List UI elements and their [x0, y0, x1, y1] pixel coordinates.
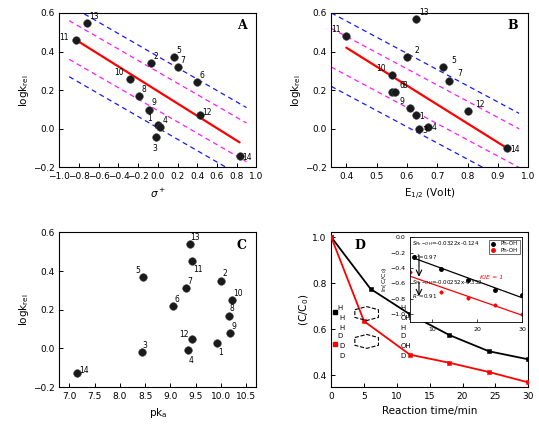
Text: 7: 7: [457, 69, 462, 78]
Y-axis label: (C/C$_0$): (C/C$_0$): [297, 294, 310, 326]
X-axis label: $\sigma^+$: $\sigma^+$: [150, 187, 165, 200]
Text: 3: 3: [153, 144, 157, 154]
Y-axis label: logk$_\mathrm{rel}$: logk$_\mathrm{rel}$: [289, 74, 303, 107]
Text: 1: 1: [419, 112, 424, 121]
Text: 12: 12: [179, 330, 189, 339]
Y-axis label: logk$_\mathrm{rel}$: logk$_\mathrm{rel}$: [17, 74, 31, 107]
Text: 6: 6: [399, 81, 404, 90]
Text: 11: 11: [331, 25, 340, 34]
Text: 8: 8: [230, 304, 234, 313]
Text: D: D: [338, 332, 343, 338]
Text: 5: 5: [176, 46, 181, 55]
Text: H: H: [338, 305, 343, 311]
Text: 9: 9: [399, 97, 404, 106]
Text: D: D: [355, 239, 365, 252]
Text: OH: OH: [400, 315, 411, 321]
Text: 4: 4: [189, 356, 194, 365]
Text: A: A: [237, 19, 246, 32]
Text: H: H: [340, 325, 345, 331]
Text: 11: 11: [60, 33, 69, 42]
Text: 11: 11: [193, 265, 203, 274]
Text: D: D: [400, 332, 405, 338]
Text: 1: 1: [218, 348, 223, 357]
Text: C: C: [237, 239, 246, 252]
Text: 13: 13: [89, 12, 99, 21]
Text: 3: 3: [422, 126, 427, 135]
Text: 10: 10: [233, 289, 243, 298]
Text: 6: 6: [174, 295, 179, 304]
X-axis label: E$_{1/2}$ (Volt): E$_{1/2}$ (Volt): [404, 187, 455, 202]
Text: OH: OH: [400, 343, 411, 349]
Text: 2: 2: [154, 52, 158, 61]
Text: H: H: [340, 315, 345, 321]
Text: 6: 6: [199, 71, 204, 80]
Text: 1: 1: [147, 114, 152, 123]
Text: D: D: [340, 353, 345, 359]
Text: 7: 7: [187, 277, 192, 286]
X-axis label: pk$_\mathrm{a}$: pk$_\mathrm{a}$: [149, 406, 167, 421]
Text: H: H: [400, 305, 405, 311]
Y-axis label: logk$_\mathrm{rel}$: logk$_\mathrm{rel}$: [17, 293, 31, 326]
Text: 5: 5: [451, 56, 456, 64]
Text: 13: 13: [191, 233, 201, 242]
Text: 8: 8: [403, 81, 407, 90]
Text: B: B: [508, 19, 519, 32]
Text: 4: 4: [162, 116, 167, 125]
Text: D: D: [400, 353, 405, 359]
Text: 10: 10: [376, 64, 386, 73]
Text: 9: 9: [231, 322, 236, 331]
Text: 14: 14: [510, 145, 520, 154]
Text: 5: 5: [135, 266, 140, 275]
Text: 12: 12: [475, 100, 485, 109]
Text: 14: 14: [79, 366, 89, 375]
X-axis label: Reaction time/min: Reaction time/min: [382, 406, 478, 416]
Text: 13: 13: [419, 8, 429, 17]
Text: 7: 7: [180, 56, 185, 64]
Text: 10: 10: [115, 68, 125, 77]
Text: 3: 3: [143, 341, 148, 350]
Text: 14: 14: [242, 153, 252, 162]
Text: 12: 12: [203, 108, 212, 117]
Text: 9: 9: [151, 98, 156, 107]
Text: 2: 2: [222, 270, 227, 278]
Text: 2: 2: [414, 46, 419, 55]
Text: H: H: [400, 325, 405, 331]
Text: D: D: [340, 343, 345, 349]
Text: 4: 4: [431, 123, 436, 132]
Text: 8: 8: [142, 85, 146, 94]
